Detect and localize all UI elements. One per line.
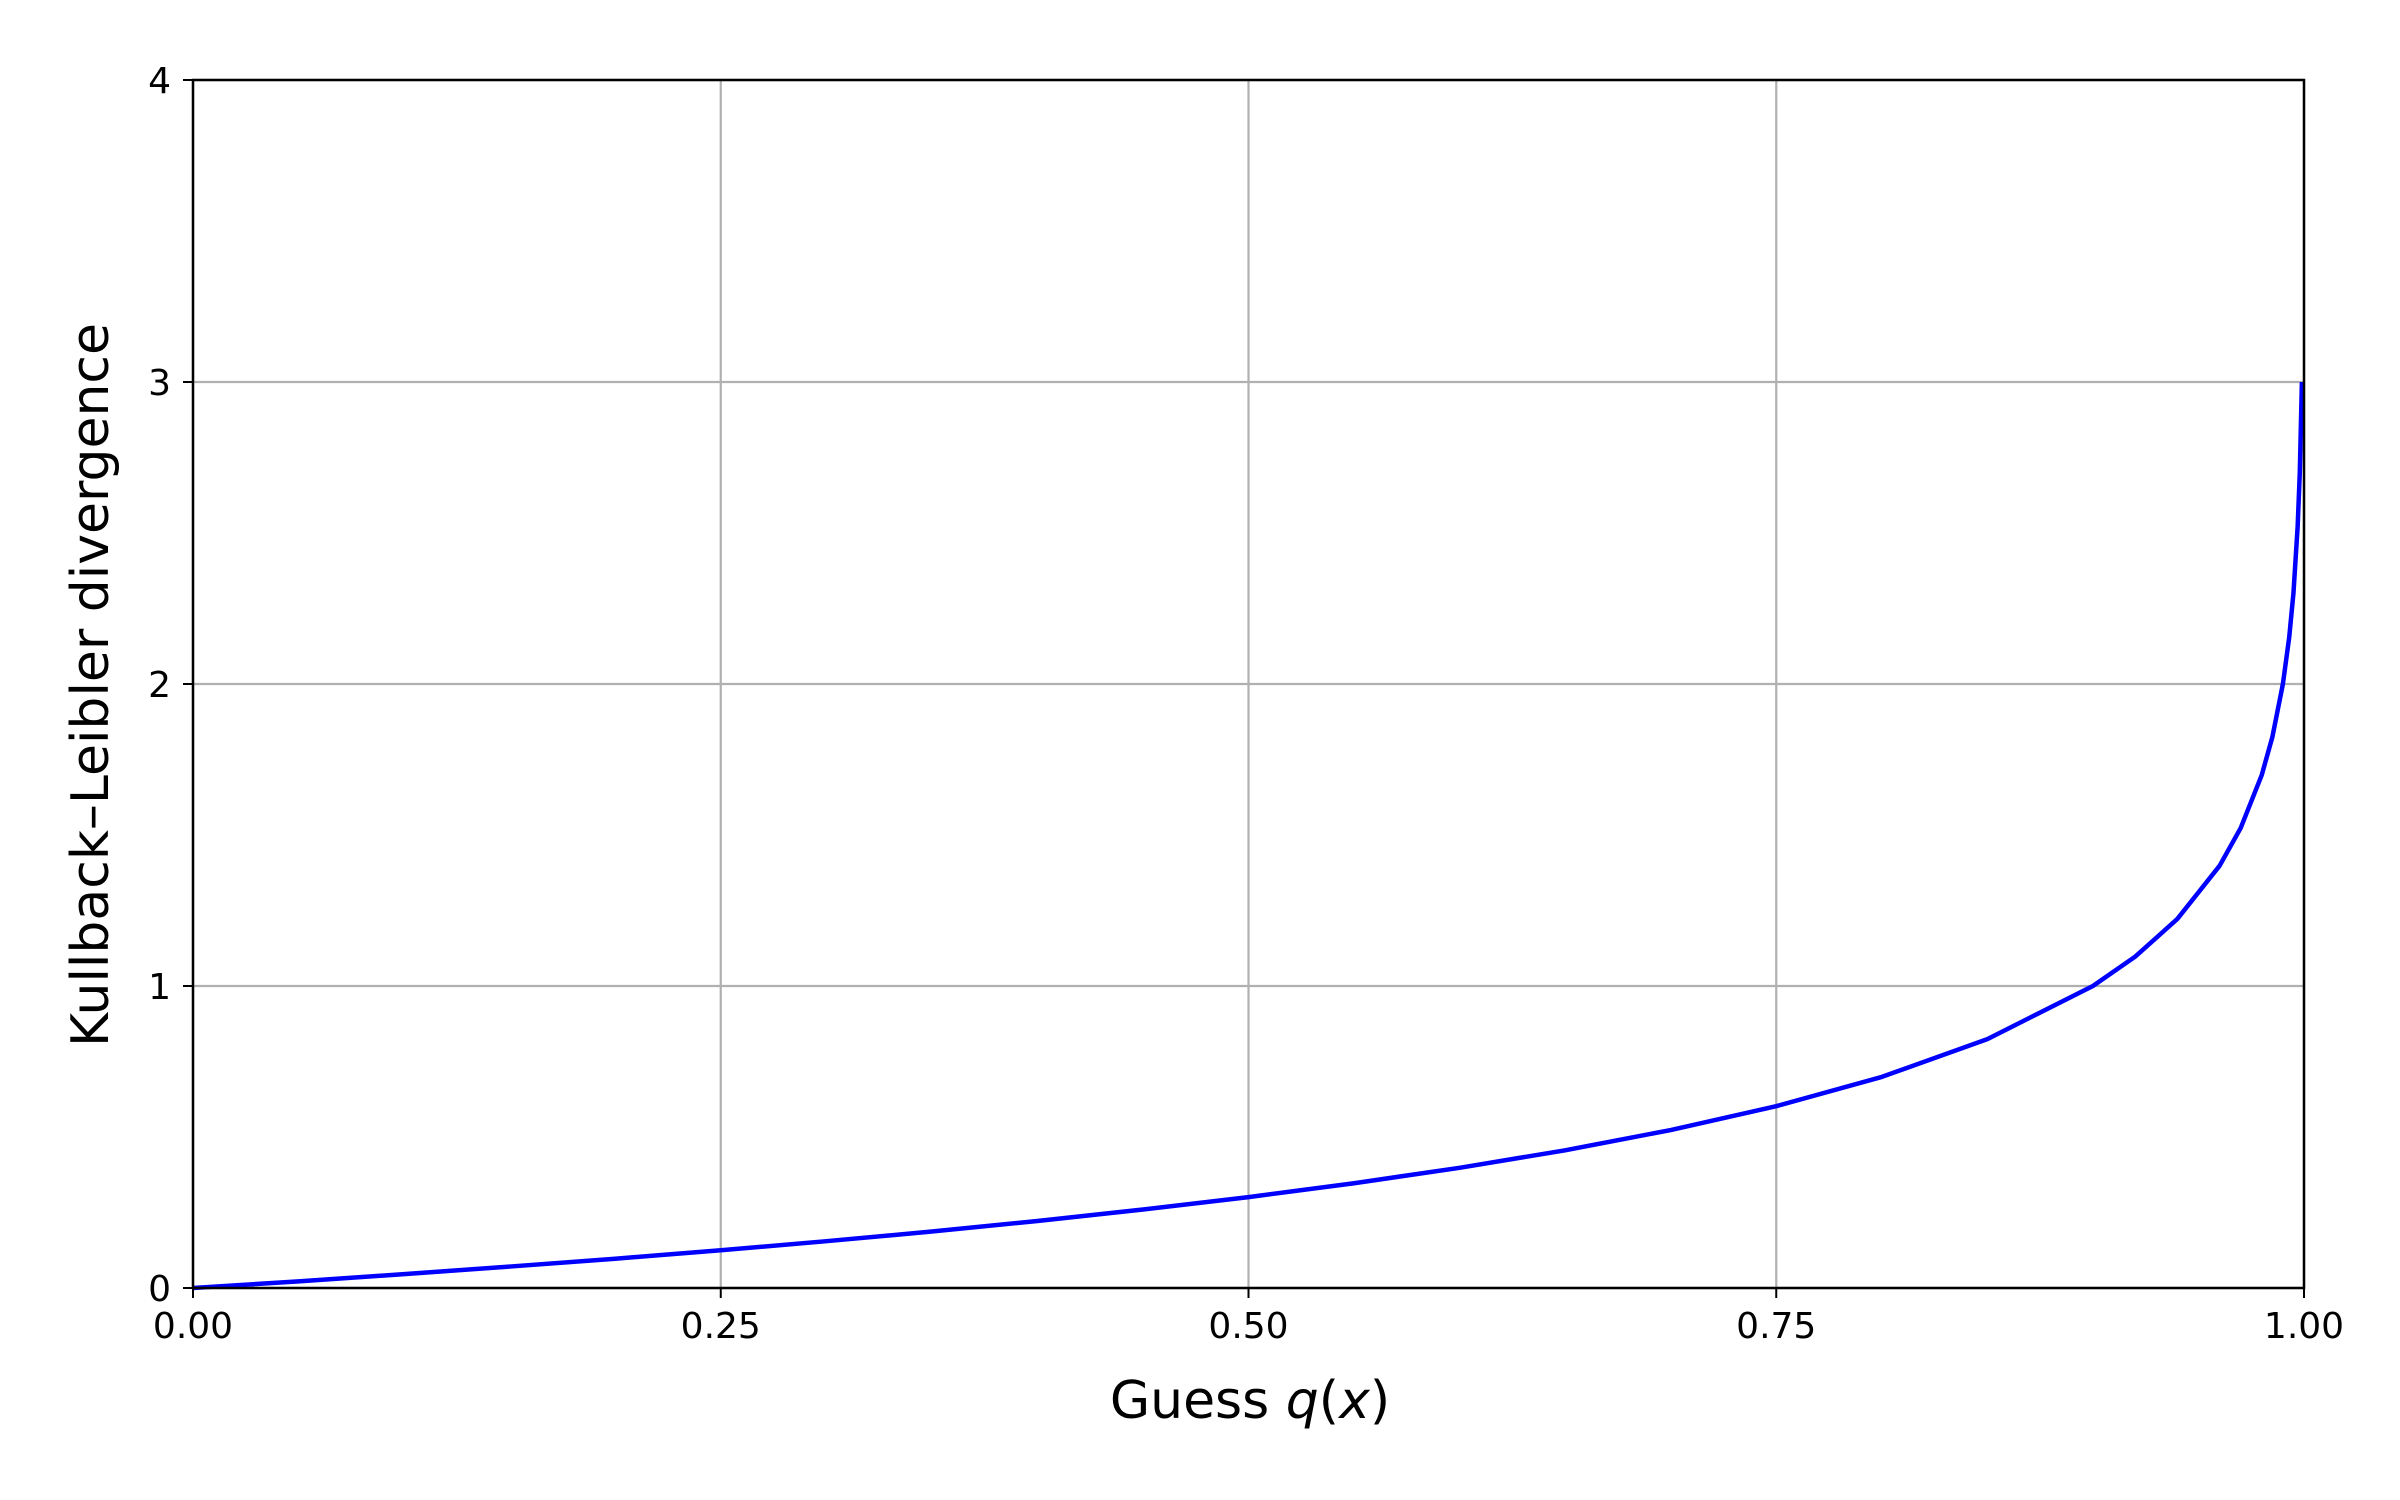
x-tick-label: 0.00 (153, 1306, 233, 1347)
y-tick-label: 0 (148, 1269, 171, 1310)
series-layer (192, 381, 2305, 1291)
x-axis-label-open: ( (1319, 1371, 1339, 1431)
y-axis-ticks: 0 1 2 3 4 (148, 61, 193, 1310)
y-tick-label: 3 (148, 363, 171, 404)
x-tick-label: 0.50 (1208, 1306, 1288, 1347)
x-axis-label-var: q (1286, 1371, 1319, 1431)
y-tick-label: 4 (148, 61, 171, 102)
x-tick-label: 1.00 (2264, 1306, 2344, 1347)
y-tick-label: 2 (148, 665, 171, 706)
y-axis-label: Kullback–Leibler divergence (61, 323, 121, 1047)
y-tick-label: 1 (148, 967, 171, 1008)
x-axis-label-arg: x (1337, 1371, 1371, 1431)
x-tick-label: 0.75 (1736, 1306, 1816, 1347)
x-tick-label: 0.25 (681, 1306, 761, 1347)
x-axis-label: Guess q(x) (1110, 1371, 1390, 1431)
x-axis-label-prefix: Guess (1110, 1371, 1286, 1431)
x-axis-ticks: 0.00 0.25 0.50 0.75 1.00 (153, 1288, 2344, 1347)
x-axis-label-close: ) (1370, 1371, 1390, 1431)
series-line (192, 381, 2305, 1291)
